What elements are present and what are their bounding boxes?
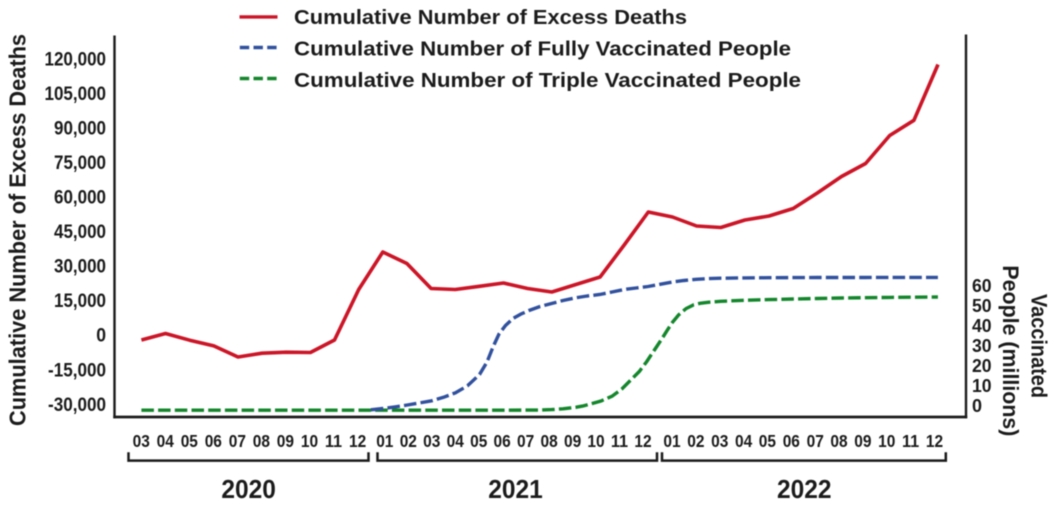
svg-text:06: 06 <box>205 431 222 451</box>
svg-text:07: 07 <box>807 431 824 451</box>
svg-text:04: 04 <box>157 431 174 451</box>
svg-text:05: 05 <box>470 431 487 451</box>
svg-text:10: 10 <box>587 431 604 451</box>
svg-text:10: 10 <box>301 431 318 451</box>
svg-text:Cumulative Number of Fully Vac: Cumulative Number of Fully Vaccinated Pe… <box>294 38 791 61</box>
svg-text:06: 06 <box>783 431 800 451</box>
svg-text:03: 03 <box>711 431 728 451</box>
svg-text:45,000: 45,000 <box>54 221 106 243</box>
svg-text:2020: 2020 <box>221 474 276 504</box>
svg-text:2021: 2021 <box>488 474 543 504</box>
svg-text:01: 01 <box>376 431 393 451</box>
svg-text:05: 05 <box>181 431 198 451</box>
svg-text:02: 02 <box>400 431 417 451</box>
svg-text:06: 06 <box>494 431 511 451</box>
svg-text:11: 11 <box>902 431 919 451</box>
svg-text:People (millions): People (millions) <box>998 265 1023 436</box>
svg-text:01: 01 <box>663 431 680 451</box>
svg-text:15,000: 15,000 <box>54 290 106 312</box>
svg-text:120,000: 120,000 <box>45 48 107 70</box>
svg-text:04: 04 <box>735 431 752 451</box>
svg-text:05: 05 <box>759 431 776 451</box>
svg-text:08: 08 <box>541 431 558 451</box>
svg-text:08: 08 <box>830 431 847 451</box>
svg-text:03: 03 <box>133 431 150 451</box>
svg-text:0: 0 <box>972 396 982 416</box>
svg-text:02: 02 <box>687 431 704 451</box>
svg-text:-30,000: -30,000 <box>48 394 106 416</box>
svg-text:30: 30 <box>972 336 992 356</box>
svg-text:10: 10 <box>878 431 895 451</box>
svg-text:50: 50 <box>972 296 992 316</box>
svg-text:60,000: 60,000 <box>54 187 106 209</box>
svg-text:60: 60 <box>972 276 992 296</box>
svg-text:Cumulative Number of Excess De: Cumulative Number of Excess Deaths <box>5 34 31 426</box>
svg-text:03: 03 <box>423 431 440 451</box>
svg-text:-15,000: -15,000 <box>48 359 106 381</box>
svg-text:30,000: 30,000 <box>54 256 106 278</box>
svg-text:09: 09 <box>854 431 871 451</box>
svg-text:20: 20 <box>972 356 992 376</box>
svg-text:11: 11 <box>611 431 628 451</box>
svg-text:07: 07 <box>229 431 246 451</box>
svg-text:12: 12 <box>349 431 366 451</box>
svg-text:10: 10 <box>972 376 992 396</box>
svg-text:Cumulative Number of Excess De: Cumulative Number of Excess Deaths <box>294 6 687 29</box>
svg-text:11: 11 <box>325 431 342 451</box>
svg-text:40: 40 <box>972 316 992 336</box>
svg-text:0: 0 <box>96 325 106 347</box>
svg-text:105,000: 105,000 <box>45 83 107 105</box>
svg-text:Vaccinated: Vaccinated <box>1027 294 1052 398</box>
svg-text:75,000: 75,000 <box>54 152 106 174</box>
svg-text:08: 08 <box>253 431 270 451</box>
svg-text:09: 09 <box>564 431 581 451</box>
svg-text:04: 04 <box>447 431 464 451</box>
svg-text:09: 09 <box>277 431 294 451</box>
svg-text:Cumulative Number of Triple Va: Cumulative Number of Triple Vaccinated P… <box>294 69 801 92</box>
svg-text:90,000: 90,000 <box>54 118 106 140</box>
svg-text:2022: 2022 <box>777 474 832 504</box>
svg-text:12: 12 <box>634 431 651 451</box>
svg-text:07: 07 <box>517 431 534 451</box>
svg-text:12: 12 <box>926 431 943 451</box>
